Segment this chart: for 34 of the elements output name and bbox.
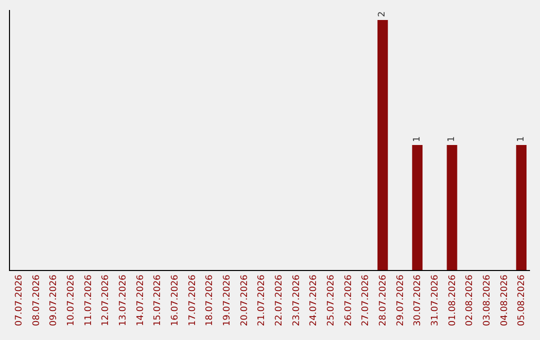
x-tick-label: 15.07.2026 — [153, 274, 164, 326]
x-tick-label: 24.07.2026 — [309, 274, 320, 326]
x-tick-label: 10.07.2026 — [66, 274, 77, 326]
x-tick-label: 25.07.2026 — [326, 274, 337, 326]
data-label: 2 — [378, 11, 388, 17]
x-tick-label: 01.08.2026 — [448, 274, 458, 326]
data-label: 1 — [447, 136, 457, 142]
x-tick-label: 19.07.2026 — [222, 274, 233, 326]
x-tick-label: 27.07.2026 — [361, 274, 372, 326]
x-tick-label: 11.07.2026 — [84, 274, 94, 326]
data-label: 1 — [516, 136, 526, 142]
x-tick-label: 09.07.2026 — [49, 274, 60, 326]
data-label: 1 — [412, 136, 422, 142]
x-tick-label: 14.07.2026 — [136, 274, 146, 326]
x-tick-label: 17.07.2026 — [188, 274, 198, 326]
x-tick-label: 23.07.2026 — [292, 274, 302, 326]
x-tick-label: 20.07.2026 — [240, 274, 250, 326]
x-tick-label: 13.07.2026 — [118, 274, 129, 326]
x-tick-label: 16.07.2026 — [170, 274, 181, 326]
x-tick-label: 28.07.2026 — [378, 274, 389, 326]
x-tick-label: 22.07.2026 — [274, 274, 285, 326]
x-tick-label: 18.07.2026 — [205, 274, 216, 326]
x-tick-label: 02.08.2026 — [465, 274, 476, 326]
x-tick-label: 07.07.2026 — [14, 274, 25, 326]
x-tick-label: 04.08.2026 — [500, 274, 510, 326]
x-tick-label: 30.07.2026 — [413, 274, 424, 326]
x-tick-label: 29.07.2026 — [396, 274, 406, 326]
x-tick-label: 26.07.2026 — [344, 274, 354, 326]
x-tick-label: 05.08.2026 — [517, 274, 528, 326]
x-tick-label: 31.07.2026 — [430, 274, 441, 326]
x-tick-label: 08.07.2026 — [32, 274, 42, 326]
x-tick-label: 21.07.2026 — [257, 274, 268, 326]
x-tick-label: 03.08.2026 — [482, 274, 493, 326]
x-tick-label: 12.07.2026 — [101, 274, 112, 326]
